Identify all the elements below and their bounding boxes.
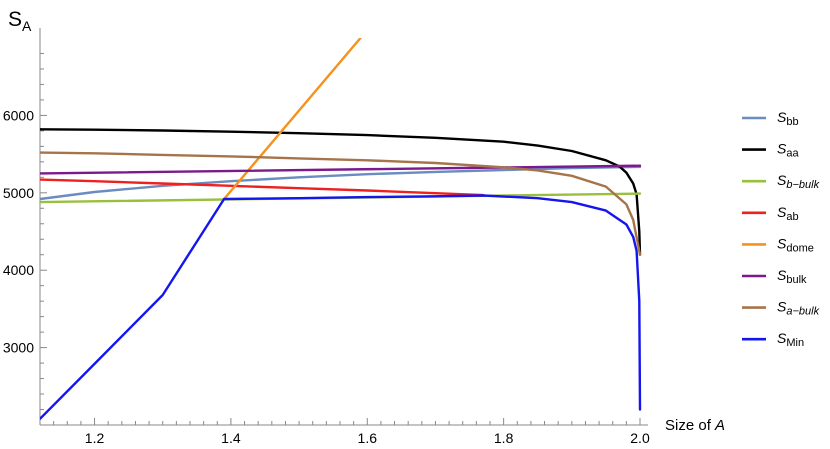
axes: 3000 4000 5000 6000 1.2 1.4 1.6 1.8 2.0 SA Size of…	[3, 8, 725, 446]
legend: Sbb Saa Sb−bulk Sab Sdome Sbulk Sa−bulk SMin	[742, 109, 820, 349]
legend-label-aa: Saa	[777, 141, 799, 160]
legend-label-b-bulk: Sb−bulk	[777, 172, 820, 191]
x-tick-label: 1.8	[494, 430, 514, 446]
y-tick-label: 3000	[3, 340, 34, 356]
legend-label-dome: Sdome	[777, 235, 814, 254]
y-tick-label: 6000	[3, 107, 34, 123]
legend-label-bb: Sbb	[777, 109, 799, 128]
series-line-a-bulk	[40, 151, 642, 256]
legend-label-bulk: Sbulk	[777, 267, 807, 286]
legend-label-ab: Sab	[777, 204, 799, 223]
y-tick-label: 4000	[3, 262, 34, 278]
series-line-bulk	[40, 164, 642, 175]
y-axis-title: SA	[8, 8, 32, 34]
x-tick-label: 1.6	[358, 430, 378, 446]
series-line-bb	[40, 165, 642, 201]
series-line-min	[40, 194, 642, 420]
legend-label-min: SMin	[777, 330, 804, 349]
series-line-dome	[222, 38, 362, 201]
x-tick-label: 1.4	[221, 430, 241, 446]
x-axis-title: Size of A	[665, 417, 725, 434]
x-tick-label: 1.2	[85, 430, 105, 446]
x-tick-label: 2.0	[630, 430, 650, 446]
y-tick-label: 5000	[3, 185, 34, 201]
series-lines	[40, 38, 642, 420]
series-line-aa	[40, 128, 642, 256]
legend-label-a-bulk: Sa−bulk	[777, 299, 820, 318]
series-line-ab	[40, 178, 485, 197]
